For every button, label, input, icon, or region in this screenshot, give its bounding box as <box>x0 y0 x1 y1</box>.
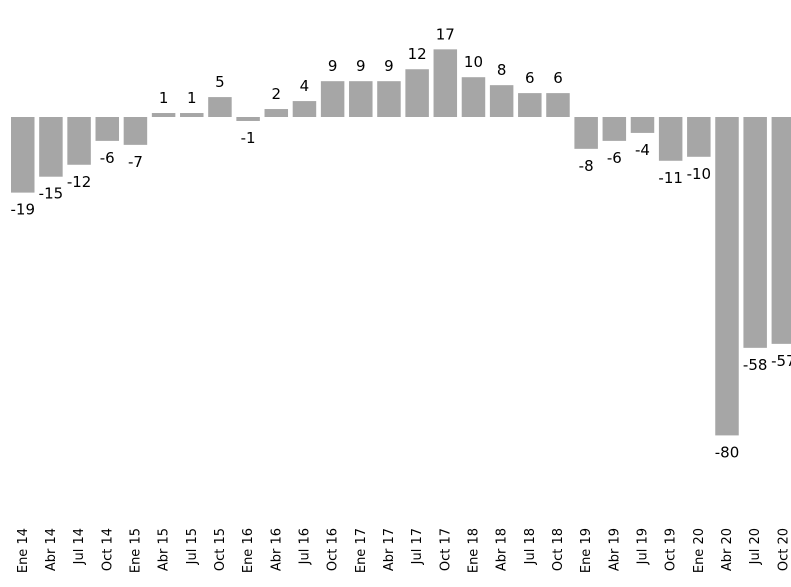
x-tick-label: Oct 16 <box>326 528 341 571</box>
x-tick-label: Ene 16 <box>241 528 256 573</box>
data-label: -58 <box>743 356 768 374</box>
data-label: -6 <box>607 149 622 167</box>
x-tick-label: Ene 19 <box>579 528 594 573</box>
bar-ene-20 <box>687 117 711 157</box>
x-tick-label: Abr 20 <box>720 528 735 571</box>
x-tick-label: Abr 18 <box>495 528 510 571</box>
bar-jul-20 <box>743 117 767 348</box>
x-tick-label: Jul 15 <box>185 528 200 565</box>
data-label: -10 <box>687 165 712 183</box>
x-tick-label: Oct 15 <box>213 528 228 571</box>
data-label: -1 <box>241 129 256 147</box>
bar-jul-18 <box>518 93 542 117</box>
data-label: 2 <box>272 85 282 103</box>
bar-oct-20 <box>771 117 791 344</box>
bar-abr-14 <box>39 117 63 177</box>
bar-jul-16 <box>292 101 317 117</box>
data-label: 1 <box>159 89 169 107</box>
data-label: 6 <box>553 69 563 87</box>
x-tick-label: Jul 19 <box>635 528 650 565</box>
x-tick-label: Abr 15 <box>157 528 172 571</box>
x-tick-label: Abr 14 <box>44 528 59 571</box>
x-tick-label: Jul 18 <box>523 528 538 565</box>
bar-ene-16 <box>236 117 260 121</box>
x-tick-label: Oct 19 <box>664 528 679 571</box>
x-tick-label: Ene 15 <box>128 528 143 573</box>
data-label: 12 <box>408 45 427 63</box>
bar-ene-14 <box>11 117 35 193</box>
bar-abr-16 <box>264 109 289 117</box>
x-tick-label: Jul 17 <box>410 528 425 565</box>
x-tick-label: Ene 18 <box>466 528 481 573</box>
data-label: -11 <box>658 169 683 187</box>
data-label: -57 <box>771 352 791 370</box>
x-tick-label: Ene 20 <box>692 528 707 573</box>
bar-abr-18 <box>489 85 514 117</box>
x-tick-label: Oct 14 <box>100 528 115 571</box>
x-tick-label: Oct 20 <box>776 528 791 571</box>
data-label: 9 <box>356 57 366 75</box>
bar-oct-15 <box>208 97 232 117</box>
data-label: -12 <box>67 173 92 191</box>
data-label: -4 <box>635 141 650 159</box>
data-label: 5 <box>215 73 225 91</box>
bar-ene-15 <box>123 117 148 145</box>
bar-jul-19 <box>630 117 655 133</box>
x-tick-label: Abr 17 <box>382 528 397 571</box>
bar-oct-19 <box>658 117 683 161</box>
data-label: -80 <box>715 443 740 461</box>
bar-jul-17 <box>405 69 429 117</box>
bar-abr-19 <box>602 117 627 141</box>
bar-ene-19 <box>574 117 598 149</box>
bar-jul-14 <box>67 117 91 165</box>
bar-abr-15 <box>151 113 176 117</box>
bar-ene-17 <box>349 81 373 117</box>
data-label: 8 <box>497 61 507 79</box>
x-tick-label: Jul 20 <box>748 528 763 565</box>
x-tick-label: Abr 19 <box>607 528 622 571</box>
data-label: 4 <box>300 77 310 95</box>
x-tick-label: Oct 18 <box>551 528 566 571</box>
bar-abr-20 <box>715 117 739 436</box>
data-label: 1 <box>187 89 197 107</box>
data-label: 6 <box>525 69 535 87</box>
data-label: 10 <box>464 53 483 71</box>
bar-oct-18 <box>546 93 570 117</box>
data-label: 17 <box>436 25 455 43</box>
bar-oct-16 <box>320 81 345 117</box>
data-label: -7 <box>128 153 143 171</box>
data-label: -19 <box>11 201 36 219</box>
data-label: -8 <box>579 157 594 175</box>
x-tick-label: Ene 17 <box>354 528 369 573</box>
data-label: 9 <box>328 57 338 75</box>
x-tick-label: Jul 14 <box>72 528 87 565</box>
x-tick-label: Ene 14 <box>16 528 31 573</box>
bar-oct-17 <box>433 49 458 118</box>
bar-abr-17 <box>377 81 401 117</box>
bar-oct-14 <box>95 117 120 141</box>
data-label: -15 <box>39 185 64 203</box>
bar-jul-15 <box>180 113 204 117</box>
x-tick-label: Oct 17 <box>438 528 453 571</box>
x-tick-label: Jul 16 <box>297 528 312 565</box>
bar-ene-18 <box>461 77 486 117</box>
x-tick-label: Abr 16 <box>269 528 284 571</box>
data-label: -6 <box>100 149 115 167</box>
data-label: 9 <box>384 57 394 75</box>
